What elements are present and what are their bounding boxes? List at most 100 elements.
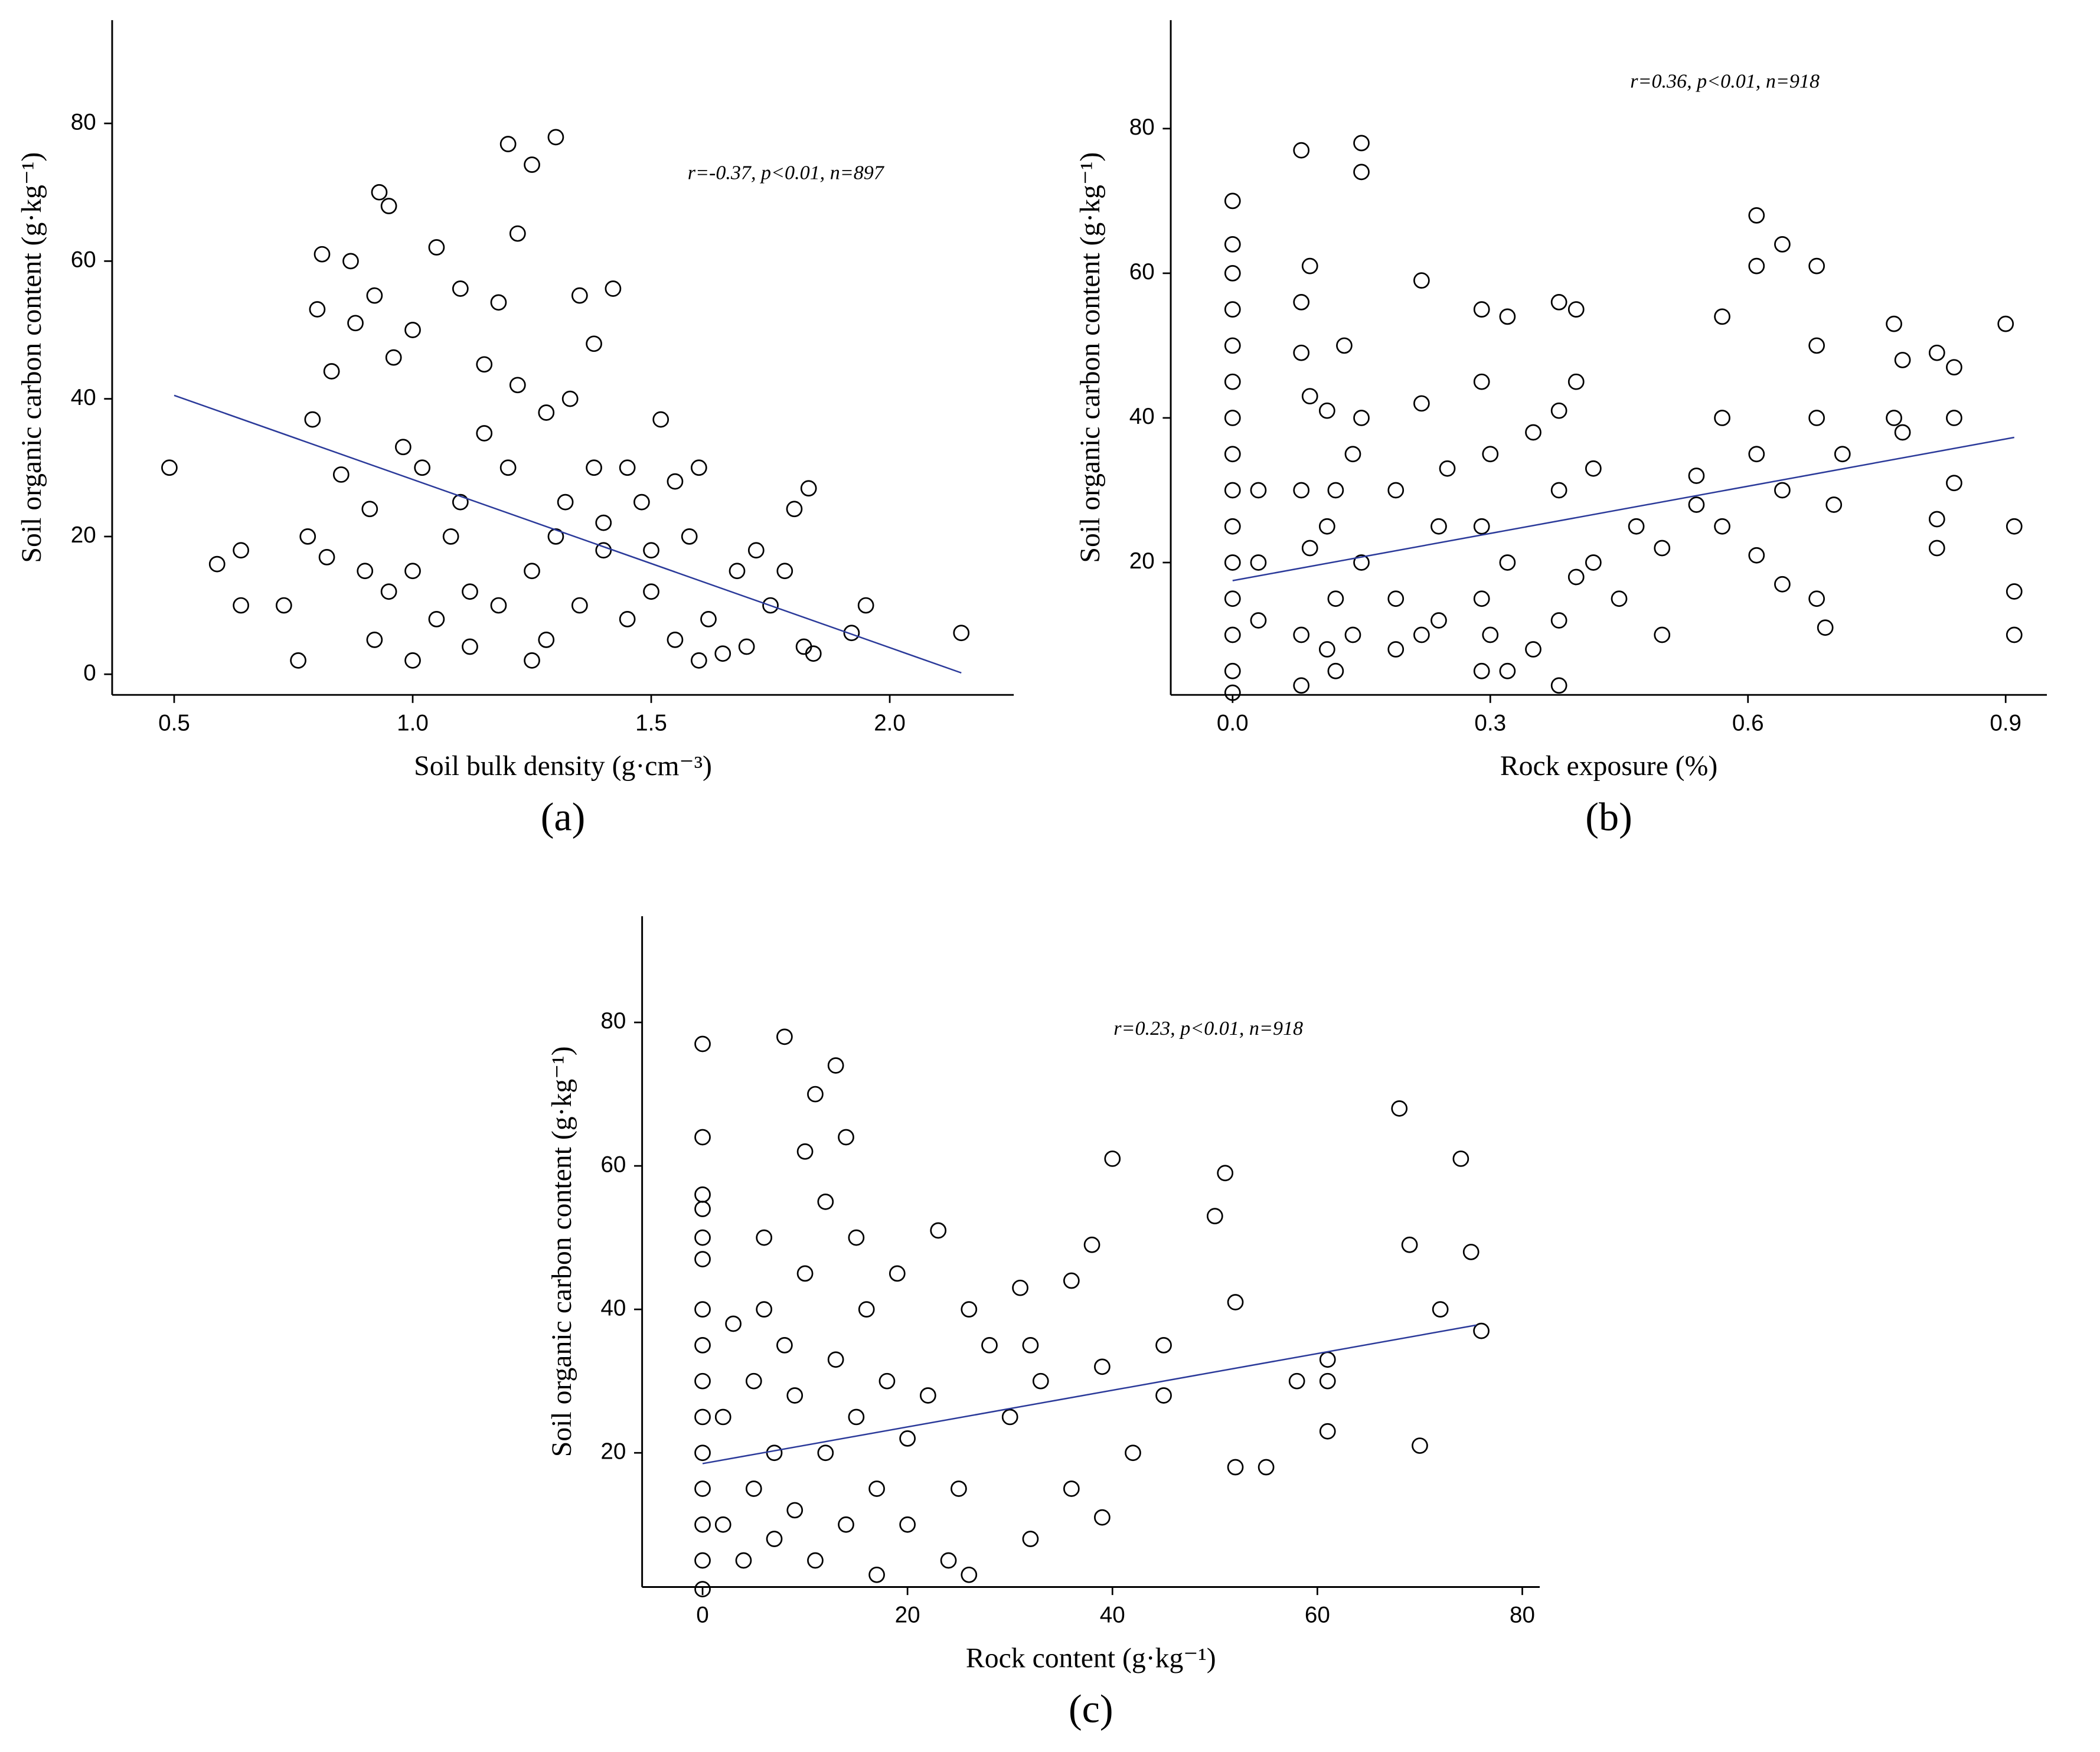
point: [1774, 482, 1791, 499]
point: [1353, 164, 1370, 181]
point: [714, 645, 731, 662]
point: [309, 301, 326, 318]
point: [1894, 352, 1911, 368]
point: [807, 1552, 824, 1569]
point: [1012, 1279, 1028, 1296]
point: [1473, 373, 1490, 390]
y-axis-label: Soil organic carbon content (g·kg⁻¹): [546, 1046, 577, 1457]
point: [868, 1480, 885, 1497]
point: [371, 184, 388, 201]
point: [361, 501, 378, 518]
point: [1431, 518, 1447, 535]
point: [1094, 1358, 1111, 1375]
point: [161, 459, 178, 476]
point: [694, 1035, 711, 1052]
x-axis-label: Rock content (g·kg⁻¹): [966, 1642, 1216, 1673]
point: [490, 294, 507, 311]
point: [1550, 677, 1567, 694]
point: [1550, 612, 1567, 629]
point: [1293, 626, 1310, 643]
point: [313, 246, 331, 263]
y-tick-label: 0: [83, 660, 96, 685]
point: [1155, 1337, 1172, 1354]
point: [1525, 641, 1541, 658]
x-tick-label: 2.0: [874, 710, 906, 736]
point: [499, 136, 517, 152]
point: [1714, 308, 1730, 325]
x-tick-label: 20: [895, 1603, 920, 1628]
point: [827, 1351, 844, 1368]
point: [1928, 540, 1945, 557]
point: [357, 563, 374, 580]
point: [571, 597, 588, 614]
point: [725, 1315, 742, 1332]
panel: 0 20 40 60 80 20 40 60 80 r=0.23, p<0.01, n=918 Ro…: [546, 916, 1540, 1731]
point: [1224, 518, 1241, 535]
point: [385, 349, 402, 366]
point: [1550, 482, 1567, 499]
point: [595, 514, 612, 531]
point: [694, 1186, 711, 1203]
point: [1585, 460, 1602, 477]
point: [681, 528, 698, 545]
point: [961, 1566, 978, 1583]
point: [1886, 410, 1902, 426]
point: [1567, 301, 1585, 318]
point: [404, 652, 421, 669]
y-tick-label: 60: [71, 247, 96, 273]
point: [1224, 446, 1241, 463]
point: [745, 1372, 762, 1390]
point: [1001, 1408, 1018, 1426]
x-tick-label: 0.6: [1732, 710, 1764, 736]
point: [786, 1387, 804, 1404]
point: [462, 638, 478, 655]
point: [1413, 395, 1430, 412]
point: [1473, 301, 1490, 318]
x-tick-label: 0: [696, 1603, 708, 1628]
point: [766, 1444, 783, 1462]
point: [1946, 410, 1962, 426]
x-tick-label: 80: [1510, 1603, 1535, 1628]
point: [1032, 1372, 1049, 1390]
point: [233, 542, 249, 559]
point: [1387, 641, 1405, 658]
point: [776, 1028, 793, 1045]
point: [1825, 496, 1843, 513]
point: [619, 611, 636, 627]
point: [735, 1552, 752, 1569]
point: [1318, 402, 1335, 419]
y-tick-label: 60: [1129, 259, 1155, 285]
point: [667, 632, 684, 648]
point: [490, 597, 507, 614]
point: [1567, 568, 1585, 586]
point: [404, 563, 421, 580]
point: [404, 322, 421, 338]
point: [428, 239, 445, 256]
x-tick-label: 1.0: [397, 710, 429, 736]
panel-label: (a): [541, 794, 586, 839]
point: [738, 638, 755, 655]
point: [332, 466, 350, 483]
x-tick-label: 0.9: [1990, 710, 2021, 736]
point: [694, 1480, 711, 1497]
x-tick-label: 0.3: [1474, 710, 1506, 736]
point: [1499, 308, 1516, 325]
y-tick-label: 40: [600, 1295, 626, 1320]
point: [1224, 684, 1241, 701]
point: [1387, 590, 1405, 607]
point: [1413, 272, 1430, 289]
point: [1293, 344, 1310, 361]
point: [524, 156, 540, 173]
point: [1628, 518, 1645, 535]
point: [1353, 554, 1370, 571]
point: [1063, 1480, 1080, 1497]
x-tick-label: 60: [1305, 1603, 1330, 1628]
point: [1224, 236, 1241, 253]
point: [1462, 1244, 1480, 1260]
y-axis-label: Soil organic carbon content (g·kg⁻¹): [1075, 152, 1106, 563]
point: [1894, 424, 1911, 441]
point: [366, 632, 383, 648]
point: [233, 597, 249, 614]
point: [1224, 265, 1241, 282]
